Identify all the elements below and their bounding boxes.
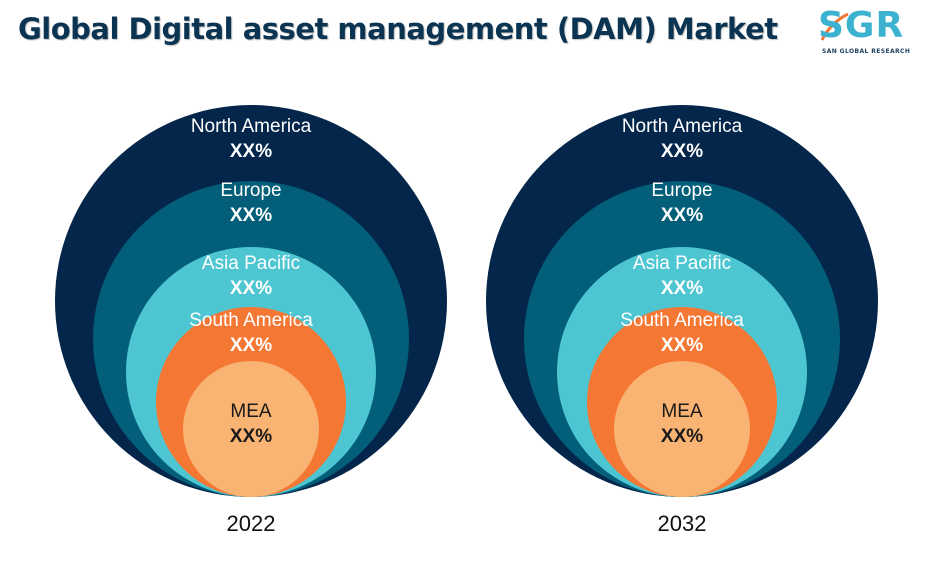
label-south-america-2032: South America <box>620 310 744 331</box>
label-europe-2032: Europe <box>651 180 712 201</box>
year-label-2022: 2022 <box>227 511 276 536</box>
value-north-america-2032: XX% <box>661 141 703 162</box>
value-mea-2032: XX% <box>661 426 703 447</box>
value-mea-2022: XX% <box>230 426 272 447</box>
label-asia-pacific-2022: Asia Pacific <box>202 253 300 274</box>
label-north-america-2022: North America <box>191 116 312 137</box>
page-title: Global Digital asset management (DAM) Ma… <box>18 12 778 46</box>
label-mea-2022: MEA <box>230 401 272 422</box>
value-south-america-2032: XX% <box>661 335 703 356</box>
logo-text: SGR <box>818 5 905 46</box>
value-europe-2022: XX% <box>230 205 272 226</box>
value-south-america-2022: XX% <box>230 335 272 356</box>
label-north-america-2032: North America <box>622 116 743 137</box>
label-mea-2032: MEA <box>661 401 703 422</box>
circle-mea-2032 <box>614 361 750 497</box>
value-asia-pacific-2022: XX% <box>230 278 272 299</box>
label-europe-2022: Europe <box>220 180 281 201</box>
value-asia-pacific-2032: XX% <box>661 278 703 299</box>
chart-2022: North America XX% Europe XX% Asia Pacific XX%… <box>55 105 447 536</box>
label-south-america-2022: South America <box>189 310 313 331</box>
label-asia-pacific-2032: Asia Pacific <box>633 253 731 274</box>
value-europe-2032: XX% <box>661 205 703 226</box>
brand-logo: SGR SAN GLOBAL RESEARCH <box>818 6 922 58</box>
chart-2032: North America XX% Europe XX% Asia Pacific XX%… <box>486 105 878 536</box>
year-label-2032: 2032 <box>658 511 707 536</box>
value-north-america-2022: XX% <box>230 141 272 162</box>
circle-mea-2022 <box>183 361 319 497</box>
logo-subtitle: SAN GLOBAL RESEARCH <box>822 48 911 55</box>
logo-swoosh-icon <box>820 12 849 41</box>
